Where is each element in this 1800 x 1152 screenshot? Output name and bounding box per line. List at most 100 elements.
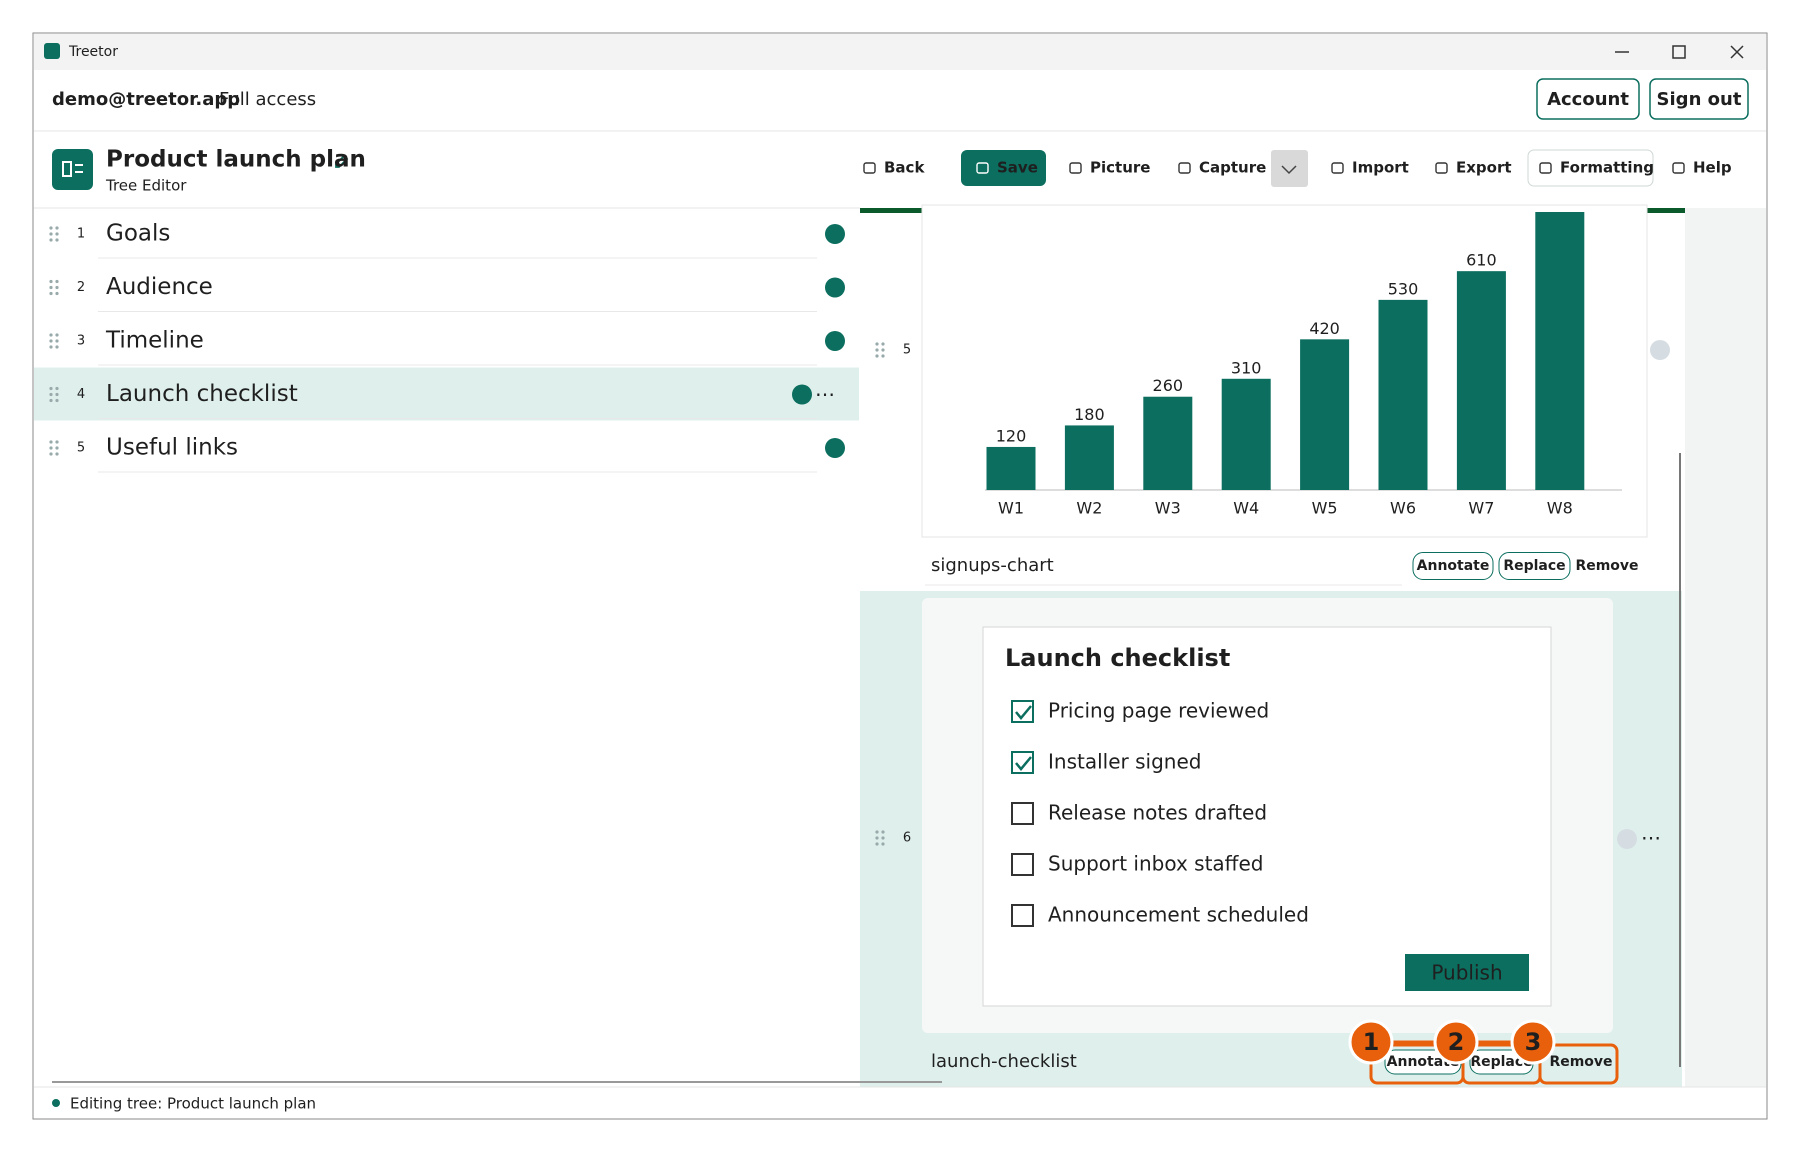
- edit-icon[interactable]: [335, 154, 349, 168]
- checklist-item[interactable]: Announcement scheduled: [1048, 903, 1309, 927]
- drag-handle[interactable]: [49, 392, 53, 397]
- drag-handle[interactable]: [55, 392, 59, 397]
- save-button[interactable]: [961, 150, 1046, 186]
- status-dot[interactable]: [825, 277, 845, 298]
- drag-handle[interactable]: [55, 333, 59, 337]
- drag-handle[interactable]: [49, 440, 53, 444]
- drag-handle[interactable]: [55, 398, 59, 403]
- block-status[interactable]: [1617, 829, 1637, 849]
- drag-handle[interactable]: [881, 842, 885, 846]
- more-menu[interactable]: …: [1641, 821, 1661, 845]
- publish-label[interactable]: Publish: [1431, 961, 1502, 985]
- tree-item[interactable]: Launch checklist: [106, 381, 298, 407]
- drag-handle[interactable]: [55, 232, 59, 236]
- drag-handle[interactable]: [49, 452, 53, 456]
- tree-item[interactable]: Goals: [106, 221, 170, 247]
- status-dot[interactable]: [825, 331, 845, 351]
- drag-handle[interactable]: [881, 836, 885, 840]
- status-dot[interactable]: [825, 224, 845, 244]
- drag-handle[interactable]: [875, 348, 879, 352]
- toolbar-button[interactable]: Help: [1693, 159, 1732, 177]
- drag-handle[interactable]: [55, 440, 59, 444]
- header-button[interactable]: [1649, 78, 1749, 120]
- drag-handle[interactable]: [49, 279, 53, 284]
- drag-handle[interactable]: [55, 386, 59, 391]
- drag-handle[interactable]: [875, 830, 879, 834]
- action-button-label[interactable]: Replace: [1503, 558, 1565, 574]
- drag-handle[interactable]: [49, 446, 53, 450]
- formatting-button[interactable]: [1527, 149, 1654, 187]
- drag-handle[interactable]: [55, 285, 59, 290]
- drag-handle[interactable]: [55, 452, 59, 456]
- drag-handle[interactable]: [49, 238, 53, 242]
- drag-handle[interactable]: [49, 285, 53, 290]
- drag-handle[interactable]: [881, 354, 885, 358]
- more-menu[interactable]: …: [815, 377, 835, 401]
- checklist-item[interactable]: Support inbox staffed: [1048, 852, 1263, 876]
- header-button-label[interactable]: Account: [1547, 89, 1629, 110]
- drag-handle[interactable]: [875, 354, 879, 358]
- action-button[interactable]: [1498, 552, 1571, 580]
- drag-handle[interactable]: [881, 348, 885, 352]
- drag-handle[interactable]: [55, 345, 59, 349]
- checkbox[interactable]: [1011, 904, 1034, 927]
- checklist-title: Launch checklist: [1005, 644, 1230, 672]
- drag-handle[interactable]: [49, 291, 53, 296]
- chart: W1120W2180W3260W4310W5420W6530W7610W8780: [985, 212, 1622, 518]
- checkbox[interactable]: [1011, 853, 1034, 876]
- drag-handle[interactable]: [55, 291, 59, 296]
- publish-button[interactable]: [1405, 954, 1529, 991]
- chevron[interactable]: [1281, 165, 1297, 175]
- action-button[interactable]: [1412, 552, 1494, 580]
- action-button-label[interactable]: Annotate: [1417, 558, 1490, 574]
- drag-handle[interactable]: [49, 386, 53, 391]
- status-dot[interactable]: [792, 384, 812, 405]
- drag-handle[interactable]: [49, 345, 53, 349]
- header-button-label[interactable]: Sign out: [1657, 89, 1742, 110]
- drag-handle[interactable]: [49, 333, 53, 337]
- drag-handle[interactable]: [49, 398, 53, 403]
- checkbox[interactable]: [1011, 751, 1034, 774]
- action-button-label[interactable]: Replace: [1470, 1054, 1532, 1070]
- drag-handle[interactable]: [49, 232, 53, 236]
- toolbar-button[interactable]: Export: [1456, 159, 1512, 177]
- checklist-item[interactable]: Pricing page reviewed: [1048, 699, 1269, 723]
- toolbar-button[interactable]: Formatting: [1560, 159, 1654, 177]
- drag-handle[interactable]: [55, 279, 59, 284]
- block-status[interactable]: [1650, 340, 1670, 360]
- tree-item[interactable]: Audience: [106, 274, 213, 300]
- drag-handle[interactable]: [881, 342, 885, 346]
- header-button[interactable]: [1536, 78, 1640, 120]
- tree-item[interactable]: Timeline: [105, 328, 204, 354]
- drag-handle[interactable]: [875, 342, 879, 346]
- drag-handle[interactable]: [49, 339, 53, 343]
- drag-handle[interactable]: [875, 842, 879, 846]
- tree-item[interactable]: Useful links: [106, 435, 238, 461]
- drag-handle[interactable]: [881, 830, 885, 834]
- checkbox[interactable]: [1011, 802, 1034, 825]
- close[interactable]: [1730, 45, 1744, 59]
- checkbox[interactable]: [1011, 700, 1034, 723]
- drag-handle[interactable]: [875, 836, 879, 840]
- toolbar-button[interactable]: Back: [884, 159, 925, 177]
- status-dot[interactable]: [825, 438, 845, 458]
- checklist-item[interactable]: Installer signed: [1048, 750, 1201, 774]
- checkmark[interactable]: [1015, 705, 1032, 720]
- checklist-item[interactable]: Release notes drafted: [1048, 801, 1267, 825]
- drag-handle[interactable]: [55, 339, 59, 343]
- drag-handle[interactable]: [55, 238, 59, 242]
- drag-handle[interactable]: [55, 446, 59, 450]
- drag-handle[interactable]: [49, 226, 53, 230]
- capture-dropdown[interactable]: [1271, 150, 1308, 187]
- drag-handle[interactable]: [55, 226, 59, 230]
- action-button-label[interactable]: Remove: [1575, 558, 1638, 574]
- action-button-label[interactable]: Remove: [1549, 1054, 1612, 1070]
- toolbar-button[interactable]: Picture: [1090, 159, 1150, 177]
- checkmark[interactable]: [1015, 756, 1032, 771]
- toolbar-button[interactable]: Save: [997, 159, 1038, 177]
- toolbar-button[interactable]: Capture: [1199, 159, 1266, 177]
- toolbar-button[interactable]: Import: [1352, 159, 1409, 177]
- maximize[interactable]: [1672, 45, 1686, 59]
